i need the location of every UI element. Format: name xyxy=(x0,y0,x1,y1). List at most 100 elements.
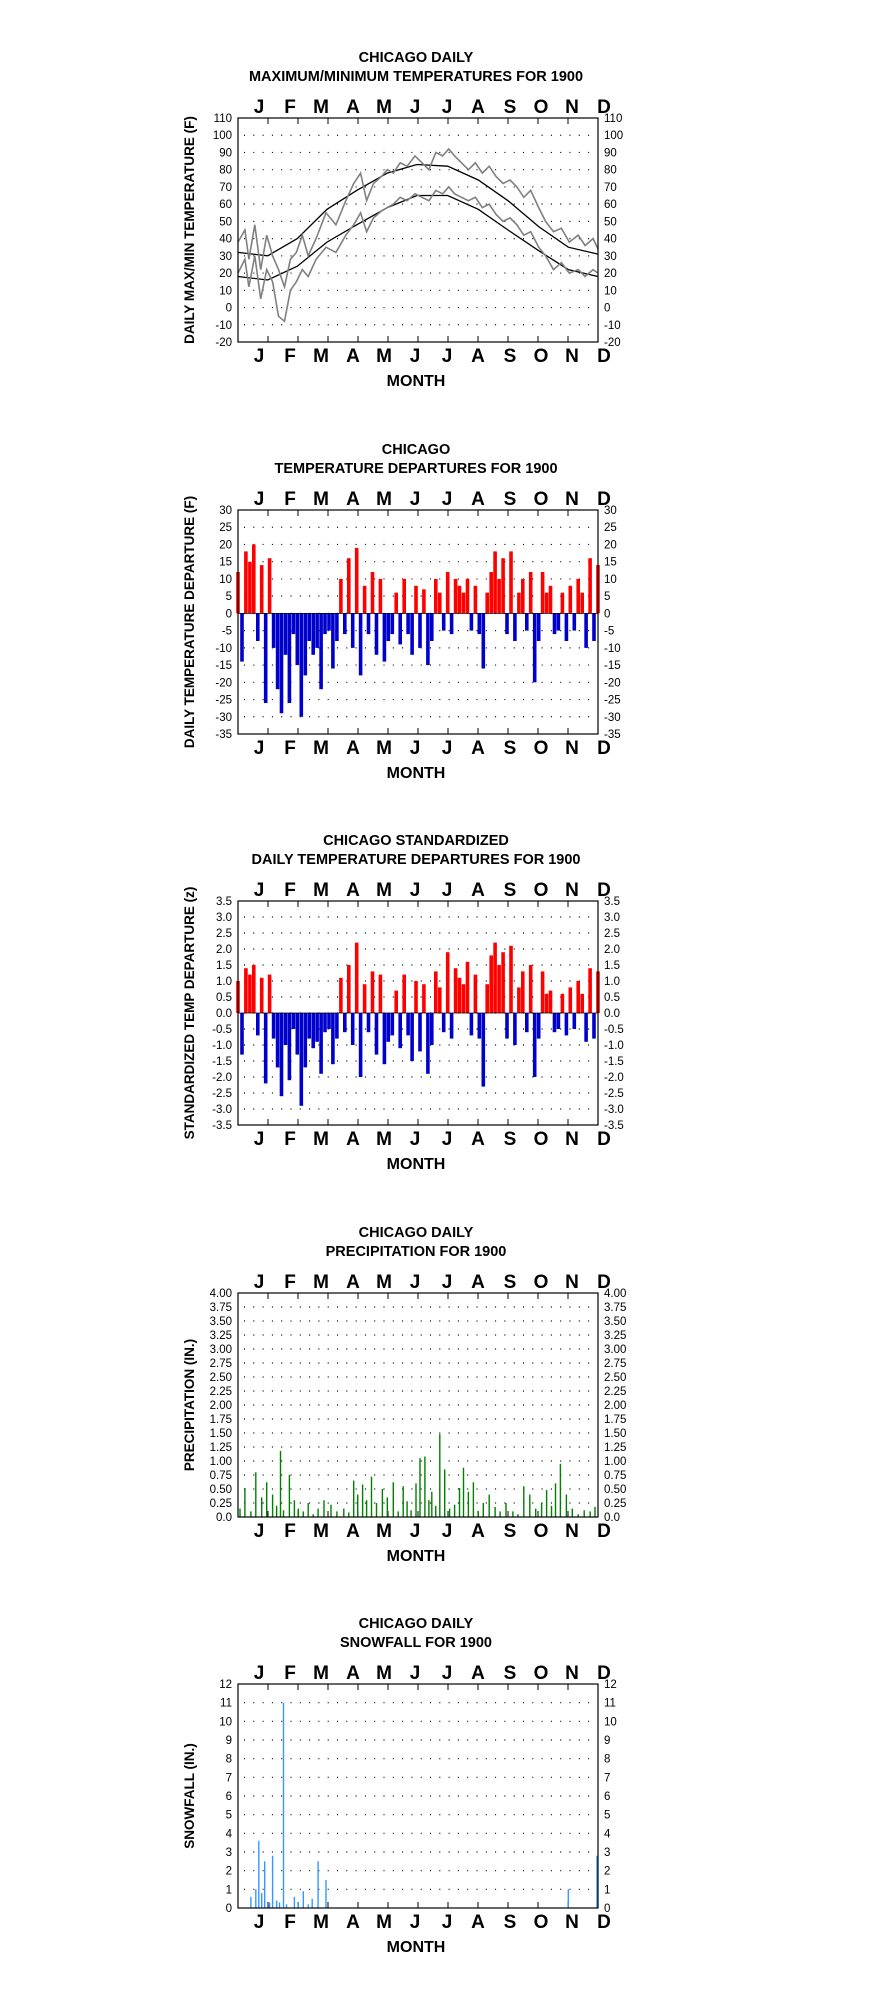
month-label-a: A xyxy=(346,1912,360,1933)
month-label-j: J xyxy=(410,1129,421,1150)
y-tick-label: 10 xyxy=(219,1716,232,1728)
data-marks xyxy=(236,942,600,1106)
data-bar xyxy=(327,1013,331,1029)
data-bar xyxy=(473,974,478,1013)
data-bar xyxy=(513,613,517,641)
y-tick-labels-left: 4.00 3.75 3.50 3.25 3.00 2.75 2.50 2.25 … xyxy=(210,1288,232,1524)
data-bar xyxy=(559,1463,562,1517)
data-bar xyxy=(589,1511,591,1517)
data-bar xyxy=(406,1013,410,1036)
data-bar xyxy=(438,987,442,1013)
y-tick-label: -30 xyxy=(604,712,621,724)
data-bar xyxy=(552,1013,557,1033)
data-bar xyxy=(453,578,458,614)
data-bar xyxy=(548,990,553,1013)
data-bar xyxy=(477,613,482,635)
chart-title-line1: CHICAGO STANDARDIZED xyxy=(323,833,509,849)
y-tick-label: 11 xyxy=(220,1698,232,1710)
data-bar xyxy=(402,578,406,614)
data-bar xyxy=(323,1013,327,1033)
data-bar xyxy=(467,1491,470,1517)
data-bar xyxy=(302,1511,304,1517)
data-bar xyxy=(358,1013,363,1077)
series-line-normal-min xyxy=(237,194,599,281)
month-label-a: A xyxy=(346,1521,360,1542)
month-label-j: J xyxy=(442,1129,453,1150)
y-tick-label: -15 xyxy=(215,660,232,672)
data-bar xyxy=(439,1434,441,1517)
month-label-j: J xyxy=(410,97,421,118)
data-bar xyxy=(426,1013,430,1074)
month-label-m: M xyxy=(376,880,392,901)
data-bar xyxy=(259,977,264,1013)
data-bar xyxy=(291,613,296,635)
y-tick-labels-right: 12 11 10 9 8 7 6 5 4 3 2 1 0 xyxy=(604,1679,617,1915)
data-bar xyxy=(441,1013,446,1033)
month-label-m: M xyxy=(376,738,392,759)
y-tick-label: -3.0 xyxy=(604,1104,624,1116)
data-bar xyxy=(297,1508,299,1517)
y-tick-label: -2.5 xyxy=(212,1088,232,1100)
data-bar xyxy=(268,1902,271,1908)
y-tick-label: 40 xyxy=(219,234,232,246)
data-bar xyxy=(283,613,288,655)
month-label-m: M xyxy=(376,1663,392,1684)
month-label-j: J xyxy=(254,1663,265,1684)
month-label-s: S xyxy=(504,738,517,759)
y-tick-label: 100 xyxy=(213,130,232,142)
month-label-m: M xyxy=(313,97,329,118)
y-tick-label: 30 xyxy=(219,251,232,263)
y-tick-label: 70 xyxy=(604,182,617,194)
data-bar xyxy=(256,1013,260,1036)
data-bar xyxy=(494,1506,496,1517)
data-bar xyxy=(271,1855,274,1908)
data-bar xyxy=(258,1840,260,1908)
y-tick-label: 3.00 xyxy=(210,1344,232,1356)
month-label-m: M xyxy=(376,97,392,118)
y-tick-label: 20 xyxy=(604,268,617,280)
y-tick-label: -5 xyxy=(604,626,614,638)
month-label-j: J xyxy=(410,1912,421,1933)
y-tick-label: 1.75 xyxy=(210,1414,232,1426)
data-bar xyxy=(512,1511,514,1517)
month-label-j: J xyxy=(254,738,265,759)
month-label-s: S xyxy=(504,489,517,510)
month-label-d: D xyxy=(597,880,611,901)
data-bar xyxy=(255,1472,257,1517)
month-label-a: A xyxy=(471,1912,485,1933)
data-bar xyxy=(525,1013,529,1033)
data-bar xyxy=(501,558,505,614)
chart-title-line2: MAXIMUM/MINIMUM TEMPERATURES FOR 1900 xyxy=(249,69,583,85)
y-tick-label: 20 xyxy=(604,539,617,551)
data-bar xyxy=(493,942,497,1013)
data-bar xyxy=(410,613,414,655)
month-label-j: J xyxy=(254,346,265,367)
y-tick-label: 100 xyxy=(604,130,623,142)
data-bar xyxy=(560,592,565,614)
data-bar xyxy=(552,613,557,635)
data-bar xyxy=(505,1503,507,1517)
y-tick-label: 5 xyxy=(226,591,232,603)
data-bar xyxy=(414,981,418,1013)
data-bar xyxy=(397,1511,399,1517)
y-tick-label: 1 xyxy=(226,1884,232,1896)
data-bar xyxy=(457,585,462,614)
data-bar xyxy=(528,965,533,1013)
data-bar xyxy=(339,977,343,1013)
month-label-j: J xyxy=(254,1129,265,1150)
y-tick-labels-right: 30 25 20 15 10 5 0 -5 -10 -15 -20 -25 -3… xyxy=(604,505,621,741)
data-bar xyxy=(382,613,387,662)
y-tick-label: -35 xyxy=(604,729,621,741)
data-bar xyxy=(317,1508,319,1517)
data-bar xyxy=(430,1013,434,1045)
y-tick-label: 1.00 xyxy=(604,1456,626,1468)
data-bar xyxy=(572,1013,577,1029)
month-label-m: M xyxy=(313,1272,329,1293)
y-tick-label: 0.5 xyxy=(604,992,620,1004)
data-bar xyxy=(481,613,486,669)
chart-title-line1: CHICAGO DAILY xyxy=(359,1616,474,1632)
y-tick-label: 10 xyxy=(604,1716,617,1728)
y-tick-label: 1.0 xyxy=(216,976,232,988)
